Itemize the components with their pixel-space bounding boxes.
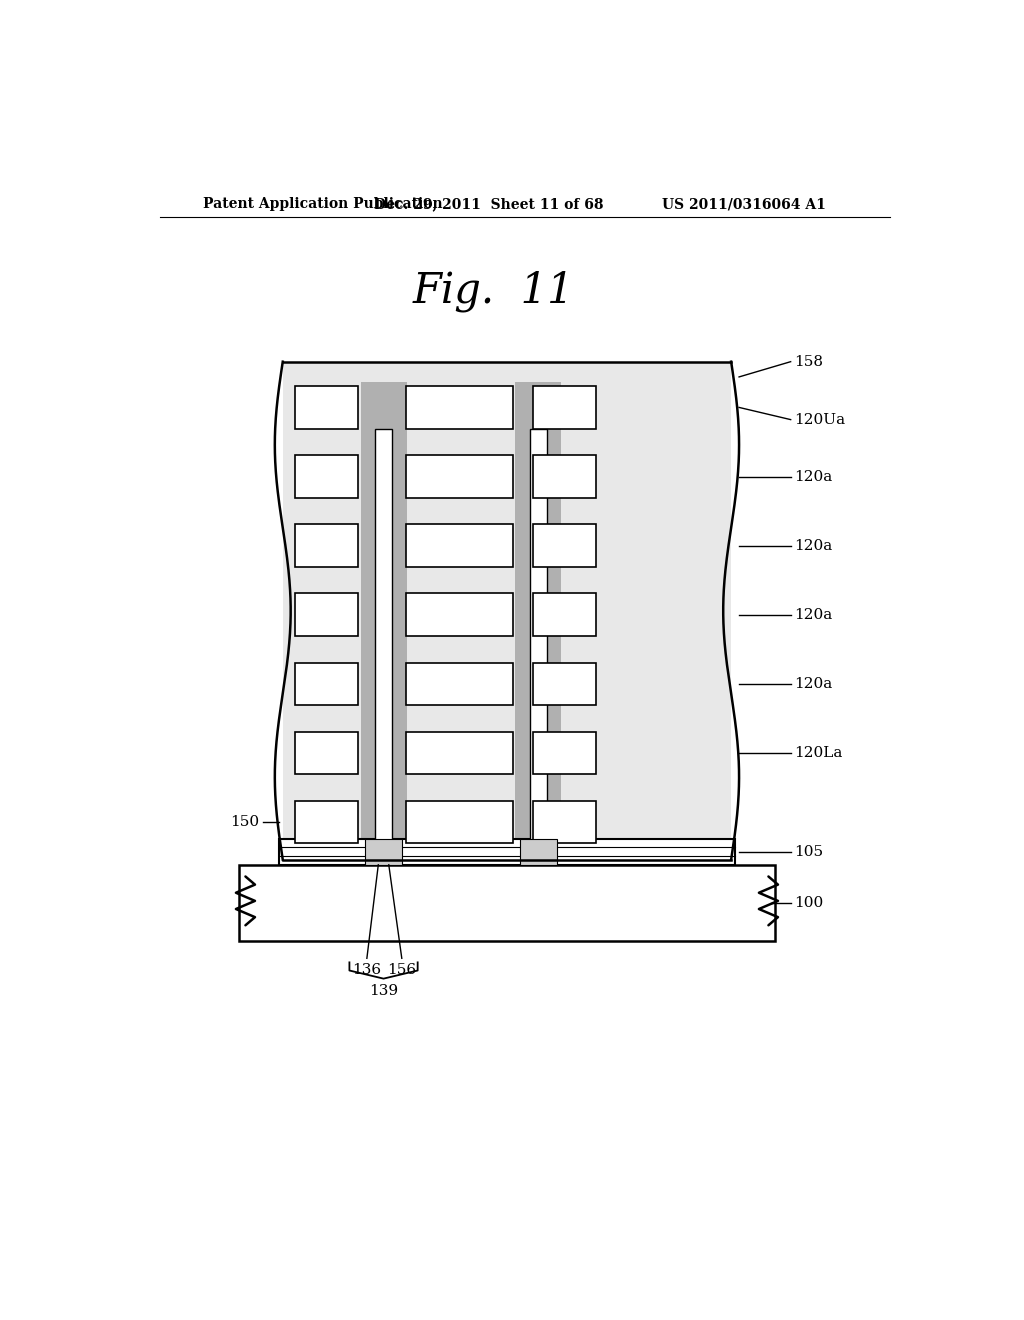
Bar	[375, 429, 392, 859]
Bar	[295, 524, 358, 568]
Bar	[240, 865, 775, 941]
Text: 120a: 120a	[795, 607, 833, 622]
Bar	[366, 840, 402, 865]
Bar	[515, 362, 561, 859]
Text: 156: 156	[387, 964, 417, 977]
Bar	[406, 594, 513, 636]
Bar	[532, 663, 596, 705]
Bar	[295, 731, 358, 775]
Text: 120a: 120a	[795, 539, 833, 553]
Bar	[283, 362, 731, 859]
Bar	[406, 385, 513, 429]
Text: 139: 139	[369, 983, 398, 998]
Bar	[406, 731, 513, 775]
Text: 136: 136	[352, 964, 381, 977]
Bar	[532, 385, 596, 429]
Bar	[295, 594, 358, 636]
Bar	[295, 801, 358, 843]
Bar	[295, 663, 358, 705]
Text: 120a: 120a	[795, 470, 833, 483]
Text: 105: 105	[795, 845, 823, 859]
Bar	[532, 731, 596, 775]
Text: US 2011/0316064 A1: US 2011/0316064 A1	[663, 197, 826, 211]
Text: 120Ua: 120Ua	[795, 413, 846, 426]
Text: Patent Application Publication: Patent Application Publication	[204, 197, 443, 211]
Bar	[406, 663, 513, 705]
Bar	[406, 801, 513, 843]
Text: 120a: 120a	[795, 677, 833, 690]
Bar	[360, 362, 407, 859]
Bar	[283, 362, 731, 381]
Bar	[279, 840, 735, 865]
Bar	[520, 840, 557, 865]
Bar	[532, 455, 596, 498]
Text: 158: 158	[795, 355, 823, 368]
Bar	[532, 524, 596, 568]
Text: Dec. 29, 2011  Sheet 11 of 68: Dec. 29, 2011 Sheet 11 of 68	[375, 197, 604, 211]
Bar	[529, 429, 547, 859]
Bar	[406, 455, 513, 498]
Bar	[532, 594, 596, 636]
Text: 100: 100	[795, 896, 824, 909]
Bar	[406, 524, 513, 568]
Text: 150: 150	[229, 816, 259, 829]
Text: Fig.  11: Fig. 11	[413, 269, 573, 312]
Text: 120La: 120La	[795, 746, 843, 760]
Bar	[532, 801, 596, 843]
Bar	[295, 455, 358, 498]
Bar	[295, 385, 358, 429]
